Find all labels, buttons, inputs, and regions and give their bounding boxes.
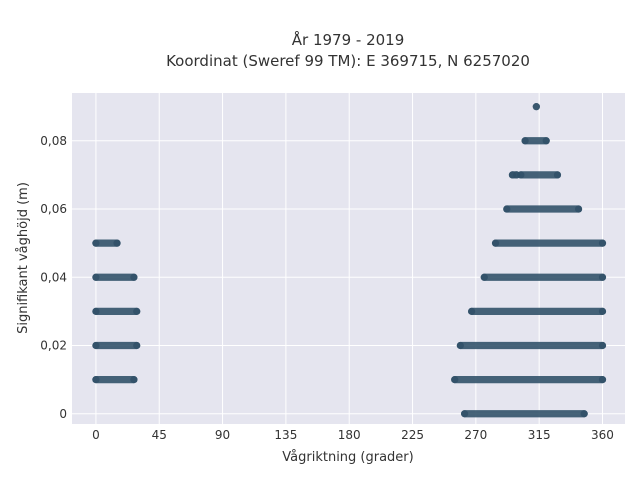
data-point-band xyxy=(532,103,540,111)
y-tick-label: 0,06 xyxy=(40,202,67,216)
y-axis-ticks: 0 0,02 0,04 0,06 0,08 xyxy=(40,134,67,421)
y-tick-label: 0 xyxy=(59,407,67,421)
data-point-band xyxy=(92,273,138,281)
x-tick-label: 270 xyxy=(464,428,487,442)
data-point xyxy=(532,103,540,111)
data-point-band xyxy=(503,205,583,213)
data-point xyxy=(460,410,469,418)
data-point xyxy=(598,307,607,315)
data-point-band xyxy=(456,341,607,350)
data-point-band xyxy=(521,137,550,145)
x-axis-title: Vågriktning (grader) xyxy=(282,450,413,465)
x-tick-label: 180 xyxy=(338,428,361,442)
data-point-band xyxy=(468,307,607,315)
data-point xyxy=(456,341,464,350)
data-point xyxy=(113,239,121,247)
data-points xyxy=(92,103,607,418)
data-point-band xyxy=(480,273,607,281)
data-point xyxy=(542,137,550,145)
data-point xyxy=(92,273,100,281)
data-point-band xyxy=(92,239,121,247)
data-point xyxy=(598,341,607,350)
x-tick-label: 0 xyxy=(92,428,100,442)
data-point-band xyxy=(92,376,138,384)
data-point xyxy=(130,376,138,384)
data-point xyxy=(92,341,100,350)
x-tick-label: 45 xyxy=(152,428,167,442)
data-point xyxy=(130,273,138,281)
y-tick-label: 0,08 xyxy=(40,134,67,148)
y-tick-label: 0,04 xyxy=(40,270,67,284)
data-point xyxy=(468,307,476,315)
x-tick-label: 315 xyxy=(528,428,551,442)
data-point xyxy=(574,205,583,213)
data-point xyxy=(521,137,529,145)
data-point xyxy=(133,307,141,315)
data-point xyxy=(133,341,141,350)
data-point xyxy=(451,376,459,384)
data-point-band xyxy=(460,410,588,418)
data-point-band xyxy=(517,171,562,179)
data-point xyxy=(598,239,607,247)
data-point-band xyxy=(92,307,141,315)
x-tick-label: 90 xyxy=(215,428,230,442)
x-tick-label: 225 xyxy=(401,428,424,442)
data-point xyxy=(598,273,607,281)
plot-area xyxy=(72,93,625,424)
data-point xyxy=(580,410,588,418)
data-point-band xyxy=(92,341,141,350)
data-point xyxy=(491,239,500,247)
data-point xyxy=(598,376,607,384)
y-axis-title: Signifikant våghöjd (m) xyxy=(16,182,31,334)
data-point xyxy=(92,376,100,384)
data-point xyxy=(503,205,511,213)
data-point xyxy=(553,171,562,179)
data-point-band xyxy=(491,239,607,247)
data-point xyxy=(92,307,100,315)
data-point xyxy=(92,239,100,247)
data-point-band xyxy=(451,376,607,384)
y-tick-label: 0,02 xyxy=(40,339,67,353)
x-axis-ticks: 0 45 90 135 180 225 270 315 360 xyxy=(92,428,614,442)
chart-title-line2: Koordinat (Sweref 99 TM): E 369715, N 62… xyxy=(166,52,530,70)
data-point xyxy=(480,273,488,281)
data-point xyxy=(517,171,525,179)
x-tick-label: 360 xyxy=(591,428,614,442)
x-tick-label: 135 xyxy=(274,428,297,442)
chart-title-line1: År 1979 - 2019 xyxy=(292,30,405,49)
